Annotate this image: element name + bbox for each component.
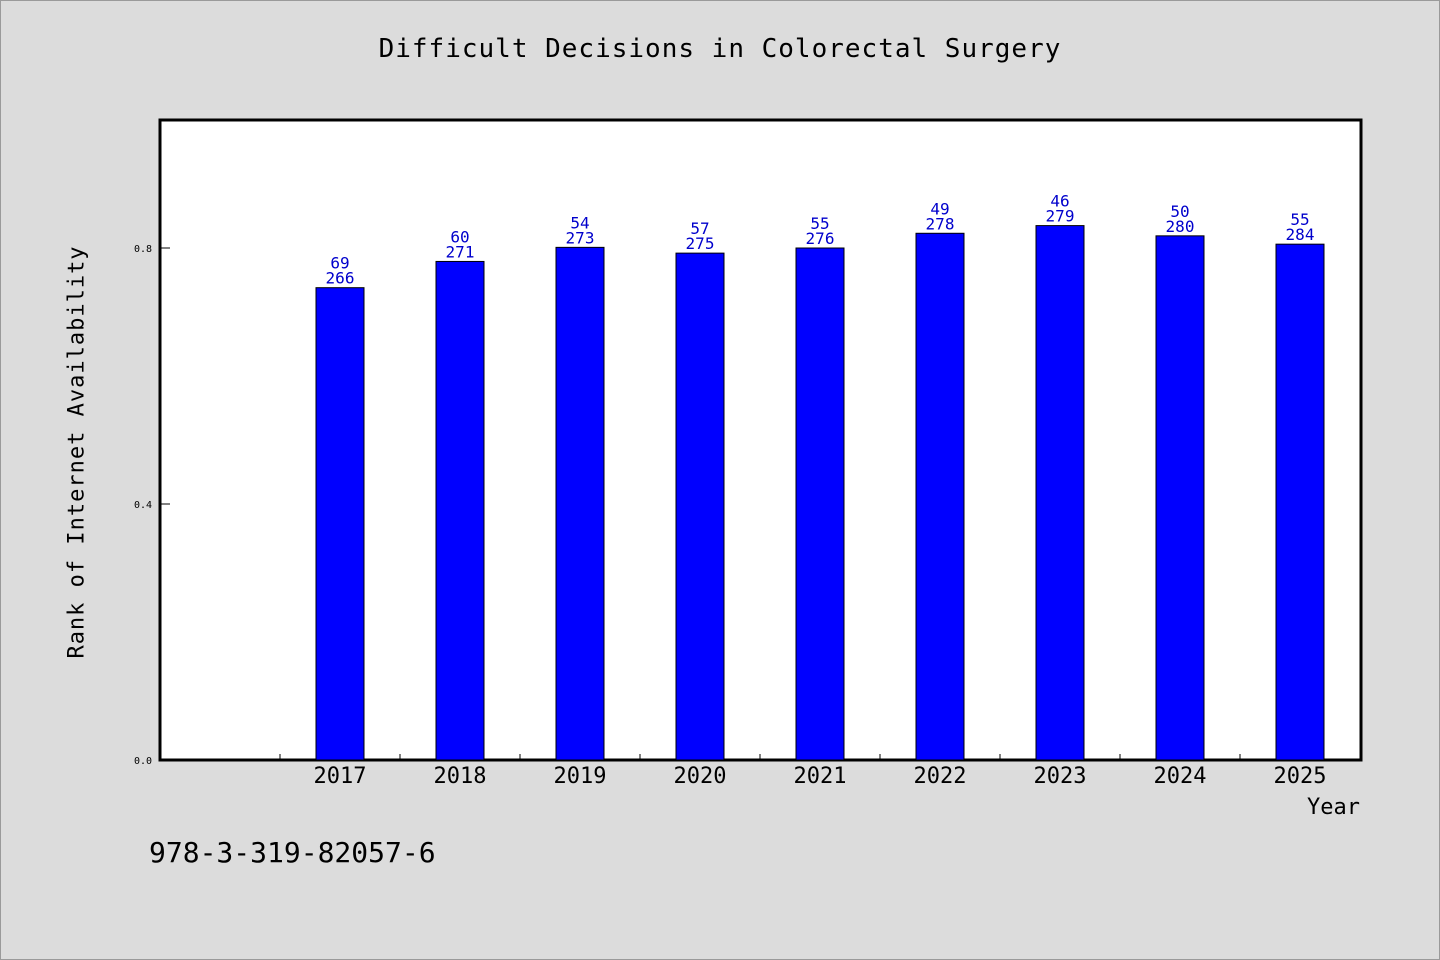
bar-count-label: 280 [1166,217,1195,236]
x-tick-label: 2020 [674,764,727,789]
x-tick-label: 2021 [794,764,847,789]
isbn-label: 978-3-319-82057-6 [149,836,436,869]
bar-rank-label: 69 [330,254,349,273]
bar-2024 [1155,235,1205,761]
bar-rank-label: 50 [1170,202,1189,221]
bar-count-label: 271 [446,242,475,261]
bar-count-label: 278 [926,214,955,233]
y-tick-label: 0.0 [134,756,152,767]
bar-2019 [555,246,605,761]
bar-count-label: 266 [326,269,355,288]
bar-layer [315,225,1325,761]
bar-rank-label: 54 [570,213,589,232]
bar-count-label: 279 [1046,207,1075,226]
bar-count-label: 273 [566,228,595,247]
label-layer: 6926620176027120185427320195727520205527… [314,192,1327,789]
y-tick-label: 0.8 [134,244,152,255]
bar-2020 [675,252,725,761]
tick-layer: 0.0 0.4 0.8 [134,244,1361,767]
x-tick-label: 2023 [1034,764,1087,789]
bar-rank-label: 55 [1290,210,1309,229]
bar-rank-label: 60 [450,227,469,246]
x-tick-label: 2022 [914,764,967,789]
x-tick-label: 2017 [314,764,367,789]
x-tick-label: 2019 [554,764,607,789]
bar-2025 [1275,243,1325,761]
bar-2017 [315,287,365,761]
y-tick-label: 0.4 [134,500,152,511]
bar-2023 [1035,225,1085,761]
bar-rank-label: 49 [930,199,949,218]
x-tick-label: 2018 [434,764,487,789]
bar-2022 [915,232,965,761]
bar-count-label: 284 [1286,225,1315,244]
x-axis-title: Year [1307,795,1360,820]
bar-count-label: 275 [686,234,715,253]
bar-2021 [795,247,845,761]
x-tick-label: 2024 [1154,764,1207,789]
bar-rank-label: 55 [810,214,829,233]
bar-rank-label: 57 [690,219,709,238]
bar-count-label: 276 [806,229,835,248]
bar-2018 [435,260,485,761]
bar-rank-label: 46 [1050,192,1069,211]
x-tick-label: 2025 [1274,764,1327,789]
chart-title: Difficult Decisions in Colorectal Surger… [378,34,1062,64]
